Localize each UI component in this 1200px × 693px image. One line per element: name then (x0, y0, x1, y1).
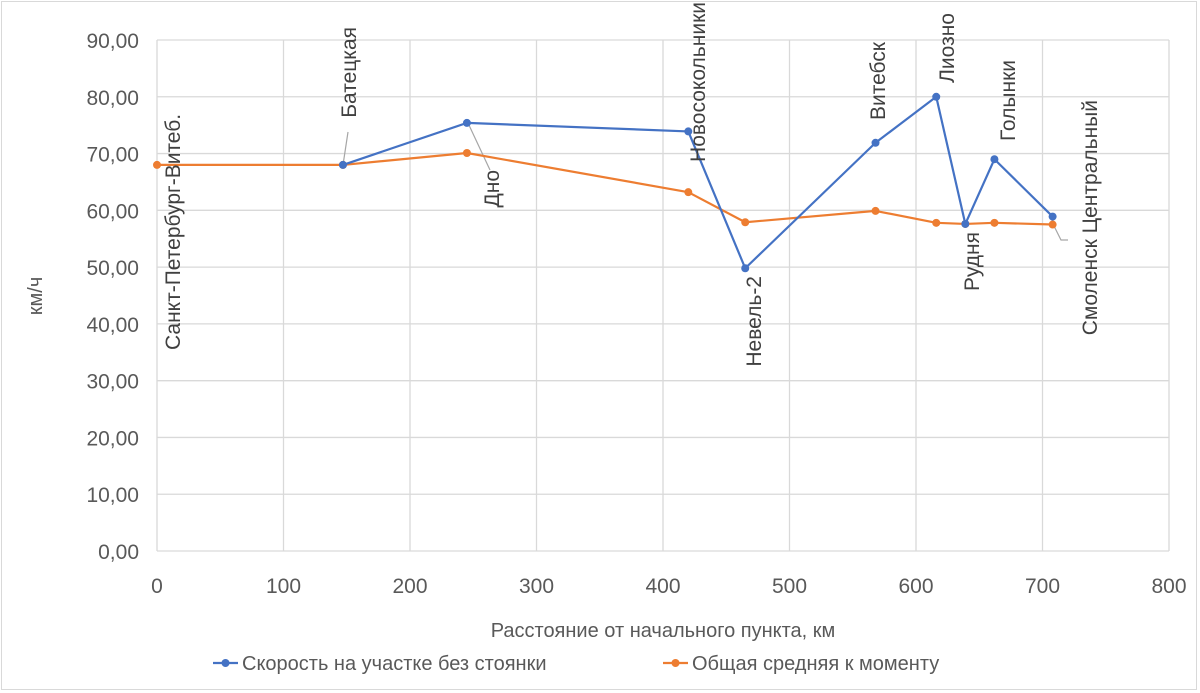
series-line (157, 151, 1053, 226)
x-tick-label: 400 (645, 575, 680, 598)
x-tick-label: 500 (772, 575, 807, 598)
data-series (153, 92, 1057, 273)
data-point[interactable] (990, 155, 999, 164)
leader-line (467, 122, 491, 171)
y-axis-ticks: 0,00 10,00 20,00 30,00 40,00 50,00 60,00 70,00 8… (86, 30, 139, 564)
data-point[interactable] (871, 206, 880, 215)
leader-line (1052, 223, 1068, 241)
data-point[interactable] (462, 148, 471, 157)
data-point[interactable] (1048, 220, 1057, 229)
x-tick-label: 800 (1151, 575, 1186, 598)
legend-label: Скорость на участке без стоянки (242, 653, 547, 675)
x-tick-label: 600 (898, 575, 933, 598)
data-labels: Санкт-Петербург-Витеб. Батецкая Дно Новосок… (162, 2, 1102, 367)
station-label: Смоленск Центральный (1079, 100, 1102, 335)
legend-marker-icon (671, 659, 680, 667)
station-label: Новосокольники (687, 2, 710, 162)
x-tick-label: 0 (151, 575, 163, 598)
y-tick-label: 10,00 (86, 484, 139, 507)
y-tick-label: 70,00 (86, 144, 139, 167)
data-point[interactable] (871, 138, 880, 147)
leader-line (342, 131, 349, 166)
station-label: Лиозно (936, 13, 959, 83)
data-point[interactable] (462, 118, 471, 127)
data-point[interactable] (932, 218, 941, 227)
label-leader-lines (342, 122, 1068, 241)
station-label: Голынки (997, 60, 1020, 141)
station-label: Дно (481, 170, 504, 208)
series-1 (153, 148, 1057, 229)
y-axis-title: км/ч (25, 277, 47, 315)
y-tick-label: 40,00 (86, 314, 139, 337)
y-tick-label: 30,00 (86, 371, 139, 394)
station-label: Санкт-Петербург-Витеб. (162, 114, 185, 350)
y-tick-label: 20,00 (86, 427, 139, 450)
data-point[interactable] (741, 218, 750, 227)
data-point[interactable] (684, 188, 693, 197)
station-label: Рудня (961, 232, 984, 291)
legend-item-average[interactable]: Общая средняя к моменту (663, 653, 939, 675)
x-axis-ticks: 0 100 200 300 400 500 600 700 800 (151, 575, 1186, 598)
x-axis-title: Расстояние от начального пункта, км (491, 620, 836, 642)
station-label: Батецкая (338, 27, 361, 118)
data-point[interactable] (684, 127, 693, 136)
legend-label: Общая средняя к моменту (692, 653, 939, 675)
data-point[interactable] (961, 219, 970, 228)
data-point[interactable] (741, 264, 750, 273)
station-label: Витебск (867, 41, 890, 120)
data-point[interactable] (932, 92, 941, 101)
y-tick-label: 80,00 (86, 87, 139, 110)
data-point[interactable] (1048, 212, 1057, 221)
x-tick-label: 100 (266, 575, 301, 598)
x-tick-label: 700 (1025, 575, 1060, 598)
legend-marker-icon (221, 659, 230, 667)
data-point[interactable] (990, 218, 999, 227)
y-tick-label: 50,00 (86, 257, 139, 280)
series-0 (338, 92, 1057, 273)
y-tick-label: 60,00 (86, 200, 139, 223)
station-label: Невель-2 (743, 276, 766, 367)
x-tick-label: 200 (392, 575, 427, 598)
y-tick-label: 0,00 (98, 541, 139, 564)
y-tick-label: 90,00 (86, 30, 139, 53)
legend-item-speed[interactable]: Скорость на участке без стоянки (213, 653, 547, 675)
legend: Скорость на участке без стоянки Общая ср… (213, 653, 939, 675)
data-point[interactable] (338, 160, 347, 169)
x-tick-label: 300 (519, 575, 554, 598)
data-point[interactable] (153, 160, 161, 169)
